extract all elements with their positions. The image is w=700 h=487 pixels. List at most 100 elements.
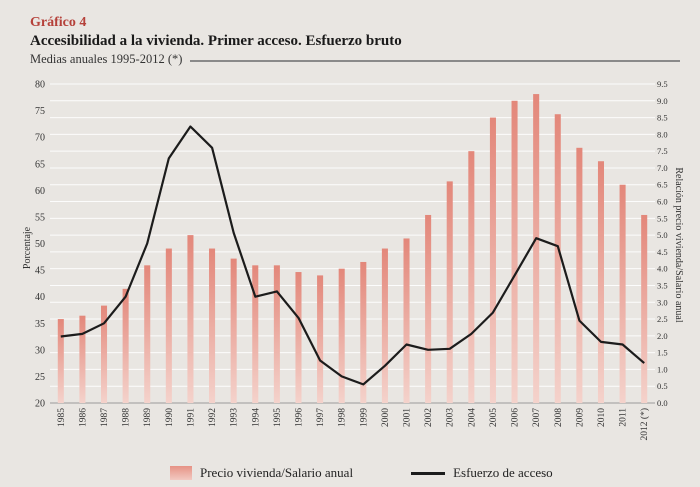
legend-swatch-line	[411, 471, 446, 475]
bar	[165, 248, 172, 403]
x-tick-label: 2005	[489, 408, 499, 427]
x-tick-label: 1999	[359, 408, 369, 427]
bar	[619, 184, 626, 403]
line-path	[60, 125, 645, 386]
left-tick-label: 80	[35, 80, 45, 91]
bar	[576, 147, 583, 403]
bar	[597, 161, 605, 403]
legend-item-line: Esfuerzo de acceso	[411, 465, 553, 481]
legend-swatch-bar	[170, 466, 192, 480]
chart-header: Gráfico 4 Accesibilidad a la vivienda. P…	[30, 14, 680, 67]
left-tick-label: 65	[35, 159, 45, 170]
right-tick-label: 7.0	[657, 163, 668, 173]
legend-item-bars: Precio vivienda/Salario anual	[170, 465, 353, 481]
x-tick-label: 1987	[100, 408, 110, 427]
right-tick-label: 3.5	[657, 280, 668, 290]
left-tick-label: 40	[35, 292, 45, 303]
x-tick-label: 1988	[122, 408, 132, 427]
bar	[187, 235, 194, 403]
x-tick-label: 1993	[230, 408, 240, 427]
right-tick-label: 9.5	[657, 79, 668, 89]
x-tick-label: 2012 (*)	[639, 408, 650, 440]
left-tick-label: 75	[35, 106, 45, 117]
bar	[425, 214, 432, 403]
bar	[403, 238, 410, 403]
right-tick-label: 1.5	[657, 348, 668, 358]
right-tick-label: 1.0	[657, 364, 668, 374]
x-tick-label: 1985	[57, 408, 67, 427]
left-tick-label: 60	[35, 186, 45, 197]
x-tick-label: 2006	[511, 408, 521, 427]
legend-label-line: Esfuerzo de acceso	[453, 465, 553, 480]
x-tick-label: 2000	[381, 408, 391, 427]
bar	[122, 288, 129, 403]
grid	[50, 83, 655, 404]
bar	[381, 248, 388, 403]
right-tick-label: 5.0	[657, 230, 668, 240]
y-axis-label-right: Relación precio vivienda/Salario anual	[673, 167, 684, 322]
bar	[641, 214, 648, 403]
figure-label: Gráfico 4	[30, 15, 87, 30]
x-tick-label: 1996	[295, 408, 305, 427]
right-tick-label: 6.5	[657, 180, 668, 190]
left-tick-label: 45	[35, 266, 45, 277]
right-tick-label: 2.0	[657, 331, 668, 341]
subtitle-row: Medias anuales 1995-2012 (*)	[30, 52, 680, 67]
right-tick-label: 5.5	[657, 213, 668, 223]
bar	[57, 319, 64, 403]
x-tick-label: 2002	[424, 408, 434, 427]
right-tick-label: 9.0	[657, 96, 668, 106]
x-tick-label: 1992	[208, 408, 218, 427]
bar	[446, 181, 453, 403]
bar	[554, 114, 561, 403]
chart-subtitle: Medias anuales 1995-2012 (*)	[30, 52, 183, 66]
bar	[338, 268, 345, 403]
y-axis-label-left: Porcentaje	[22, 226, 33, 269]
x-tick-label: 2010	[597, 408, 607, 427]
bar	[468, 151, 475, 403]
x-tick-label: 2008	[554, 408, 564, 427]
line-series	[60, 125, 645, 386]
bar	[317, 275, 324, 403]
x-tick-label: 2004	[467, 408, 477, 427]
x-tick-label: 2003	[446, 408, 456, 427]
bar	[100, 305, 108, 403]
bar	[489, 117, 496, 403]
right-tick-label: 0.5	[657, 381, 668, 391]
right-axis-ticks: 0.0 0.5 1.0 1.5 2.0 2.5 3.0 3.5 4.0 4.5 5.0 5.5 6.0 6…	[657, 79, 668, 408]
left-axis-ticks: 20 25 30 35 40 45 50 55 60 65 70 75 80	[35, 80, 45, 410]
bar	[533, 94, 540, 404]
x-tick-label: 1994	[251, 408, 261, 427]
x-tick-label: 2007	[532, 408, 542, 427]
x-tick-label: 1995	[273, 408, 283, 427]
bar	[79, 315, 86, 403]
left-tick-label: 50	[35, 239, 45, 250]
x-tick-label: 2009	[575, 408, 585, 427]
left-tick-label: 70	[35, 133, 45, 144]
right-tick-label: 4.5	[657, 247, 668, 257]
right-tick-label: 8.5	[657, 113, 668, 123]
right-tick-label: 3.0	[657, 297, 668, 307]
bar	[230, 258, 237, 403]
bar	[252, 265, 259, 403]
x-tick-label: 1997	[316, 408, 326, 427]
bar	[144, 265, 151, 403]
x-tick-label: 1998	[338, 408, 348, 427]
bar	[511, 100, 518, 403]
x-tick-label: 2001	[403, 408, 413, 427]
bar	[295, 272, 302, 403]
left-tick-label: 55	[35, 212, 45, 223]
right-tick-label: 4.0	[657, 264, 668, 274]
subtitle-rule	[190, 59, 680, 62]
x-tick-label: 1991	[186, 408, 196, 427]
legend-label-bars: Precio vivienda/Salario anual	[200, 465, 354, 480]
right-tick-label: 0.0	[657, 398, 668, 408]
bar	[360, 261, 367, 403]
chart-title: Accesibilidad a la vivienda. Primer acce…	[30, 33, 402, 49]
right-tick-label: 2.5	[657, 314, 668, 324]
x-tick-label: 1990	[165, 408, 175, 427]
bar	[273, 265, 280, 403]
right-tick-label: 7.5	[657, 146, 668, 156]
legend: Precio vivienda/Salario anual Esfuerzo d…	[170, 462, 690, 484]
